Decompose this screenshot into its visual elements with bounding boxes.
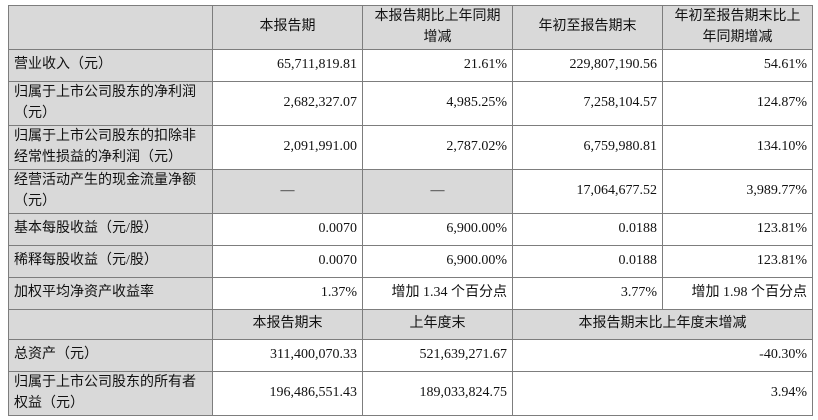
cell-ytd-yoy: 123.81%	[662, 213, 813, 246]
header-row-top: 本报告期 本报告期比上年同期增减 年初至报告期末 年初至报告期末比上年同期增减	[8, 5, 813, 50]
cell-current: 0.0070	[212, 213, 363, 246]
header-cell-ytd-yoy-change: 年初至报告期末比上年同期增减	[662, 5, 813, 50]
header-cell-ytd: 年初至报告期末	[512, 5, 663, 50]
financial-summary-table: 本报告期 本报告期比上年同期增减 年初至报告期末 年初至报告期末比上年同期增减 …	[8, 5, 813, 416]
cell-ytd: 0.0188	[512, 213, 663, 246]
cell-ytd-yoy: 3,989.77%	[662, 169, 813, 214]
table-row-diluted-eps: 稀释每股收益（元/股） 0.0070 6,900.00% 0.0188 123.…	[8, 245, 813, 278]
cell-ytd: 229,807,190.56	[512, 49, 663, 82]
cell-ytd-yoy: 134.10%	[662, 125, 813, 170]
header-cell-prev-year-end: 上年度末	[362, 309, 513, 340]
row-label: 基本每股收益（元/股）	[8, 213, 213, 246]
row-label: 稀释每股收益（元/股）	[8, 245, 213, 278]
cell-yoy: 6,900.00%	[362, 245, 513, 278]
cell-yoy: 4,985.25%	[362, 81, 513, 126]
cell-yoy: 增加 1.34 个百分点	[362, 277, 513, 310]
header-cell-period-end: 本报告期末	[212, 309, 363, 340]
cell-prev-year-end: 189,033,824.75	[362, 371, 513, 416]
cell-current: 2,091,991.00	[212, 125, 363, 170]
header-cell-end-vs-prev-year: 本报告期末比上年度末增减	[512, 309, 813, 340]
table-row-weighted-avg-roe: 加权平均净资产收益率 1.37% 增加 1.34 个百分点 3.77% 增加 1…	[8, 277, 813, 310]
row-label: 营业收入（元）	[8, 49, 213, 82]
cell-current: 0.0070	[212, 245, 363, 278]
header-cell-yoy-change: 本报告期比上年同期增减	[362, 5, 513, 50]
cell-current: 2,682,327.07	[212, 81, 363, 126]
cell-current-dash: —	[212, 169, 363, 214]
table-row-net-profit: 归属于上市公司股东的净利润（元） 2,682,327.07 4,985.25% …	[8, 81, 813, 126]
cell-ytd-yoy: 124.87%	[662, 81, 813, 126]
cell-period-end: 311,400,070.33	[212, 339, 363, 372]
row-label: 经营活动产生的现金流量净额（元）	[8, 169, 213, 214]
cell-ytd: 17,064,677.52	[512, 169, 663, 214]
cell-prev-year-end: 521,639,271.67	[362, 339, 513, 372]
cell-current: 65,711,819.81	[212, 49, 363, 82]
table-row-basic-eps: 基本每股收益（元/股） 0.0070 6,900.00% 0.0188 123.…	[8, 213, 813, 246]
cell-yoy: 6,900.00%	[362, 213, 513, 246]
header-cell-empty	[8, 309, 213, 340]
cell-yoy: 2,787.02%	[362, 125, 513, 170]
cell-ytd-yoy: 123.81%	[662, 245, 813, 278]
cell-change: 3.94%	[512, 371, 813, 416]
cell-ytd: 7,258,104.57	[512, 81, 663, 126]
table-row-equity: 归属于上市公司股东的所有者权益（元） 196,486,551.43 189,03…	[8, 371, 813, 416]
header-cell-empty	[8, 5, 213, 50]
cell-ytd: 0.0188	[512, 245, 663, 278]
cell-current: 1.37%	[212, 277, 363, 310]
row-label: 加权平均净资产收益率	[8, 277, 213, 310]
table-row-revenue: 营业收入（元） 65,711,819.81 21.61% 229,807,190…	[8, 49, 813, 82]
row-label: 总资产（元）	[8, 339, 213, 372]
cell-ytd: 6,759,980.81	[512, 125, 663, 170]
table-row-net-profit-excl-nonrecurring: 归属于上市公司股东的扣除非经常性损益的净利润（元） 2,091,991.00 2…	[8, 125, 813, 170]
table-row-total-assets: 总资产（元） 311,400,070.33 521,639,271.67 -40…	[8, 339, 813, 372]
row-label: 归属于上市公司股东的扣除非经常性损益的净利润（元）	[8, 125, 213, 170]
row-label: 归属于上市公司股东的所有者权益（元）	[8, 371, 213, 416]
cell-yoy: 21.61%	[362, 49, 513, 82]
cell-period-end: 196,486,551.43	[212, 371, 363, 416]
header-row-bottom: 本报告期末 上年度末 本报告期末比上年度末增减	[8, 309, 813, 340]
table-row-operating-cash-flow: 经营活动产生的现金流量净额（元） — — 17,064,677.52 3,989…	[8, 169, 813, 214]
cell-ytd: 3.77%	[512, 277, 663, 310]
cell-change: -40.30%	[512, 339, 813, 372]
cell-yoy-dash: —	[362, 169, 513, 214]
header-cell-current-period: 本报告期	[212, 5, 363, 50]
cell-ytd-yoy: 54.61%	[662, 49, 813, 82]
cell-ytd-yoy: 增加 1.98 个百分点	[662, 277, 813, 310]
row-label: 归属于上市公司股东的净利润（元）	[8, 81, 213, 126]
